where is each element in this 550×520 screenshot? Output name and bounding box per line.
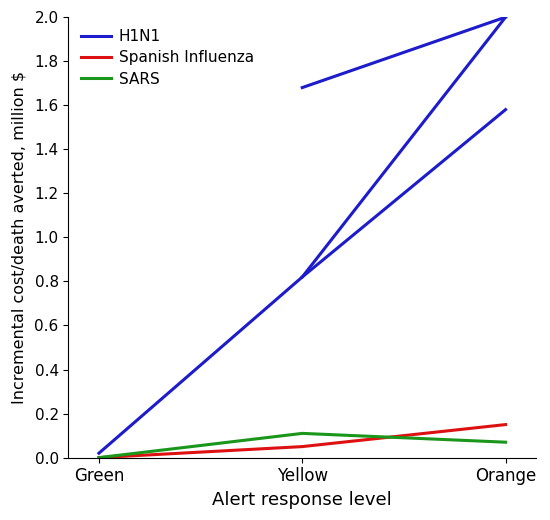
Line: SARS: SARS	[99, 433, 505, 458]
Line: Spanish Influenza: Spanish Influenza	[99, 424, 505, 458]
Y-axis label: Incremental cost/death averted, million $: Incremental cost/death averted, million …	[11, 71, 26, 404]
SARS	[502, 439, 509, 445]
Legend: H1N1, Spanish Influenza, SARS: H1N1, Spanish Influenza, SARS	[76, 25, 258, 91]
H1N1	[96, 450, 102, 457]
SARS	[96, 454, 102, 461]
Spanish Influenza	[96, 454, 102, 461]
Line: H1N1: H1N1	[99, 17, 505, 453]
H1N1	[502, 14, 509, 20]
H1N1	[299, 274, 306, 280]
X-axis label: Alert response level: Alert response level	[212, 491, 392, 509]
Spanish Influenza	[299, 444, 306, 450]
Spanish Influenza	[502, 421, 509, 427]
SARS	[299, 430, 306, 436]
